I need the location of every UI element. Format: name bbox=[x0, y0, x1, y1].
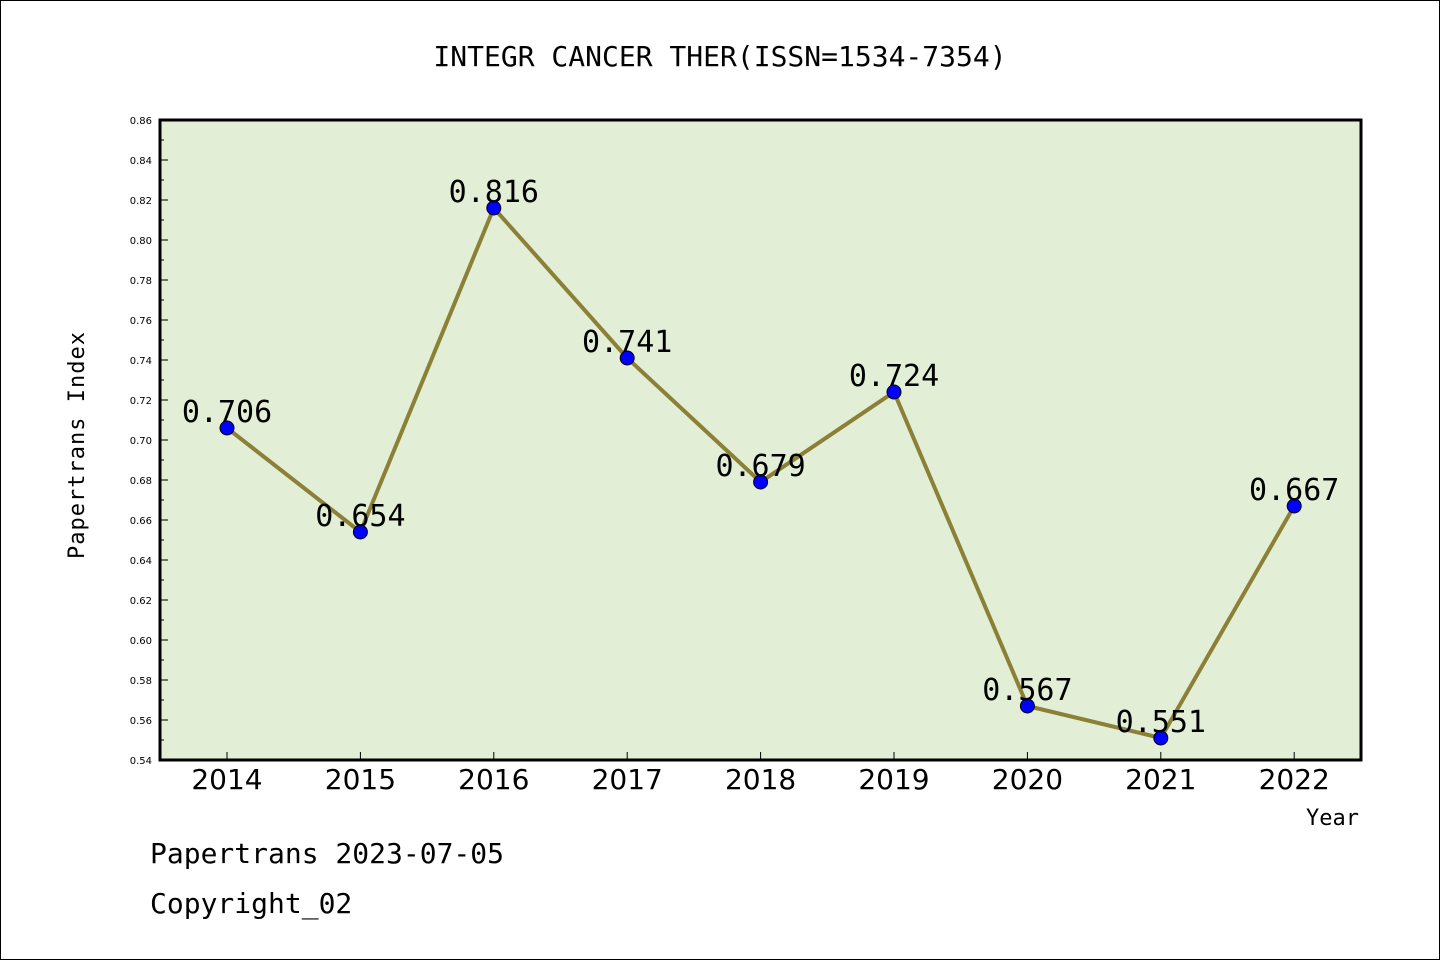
data-label: 0.679 bbox=[715, 449, 805, 484]
chart-title: INTEGR CANCER THER(ISSN=1534-7354) bbox=[433, 40, 1006, 73]
x-tick-label: 2018 bbox=[725, 763, 796, 796]
data-point bbox=[886, 384, 902, 400]
y-tick-label: 0.72 bbox=[130, 396, 152, 407]
x-tick-label: 2019 bbox=[858, 763, 929, 796]
x-tick-label: 2022 bbox=[1259, 763, 1330, 796]
data-label: 0.724 bbox=[849, 359, 939, 394]
data-point bbox=[1286, 498, 1302, 514]
data-point bbox=[219, 420, 235, 436]
x-tick-label: 2015 bbox=[325, 763, 396, 796]
data-point bbox=[1019, 698, 1035, 714]
data-point bbox=[1153, 730, 1169, 746]
series-line: 0.706 0.654 0.816 0.741 0.679 0.724 0.567 0.551… bbox=[182, 175, 1339, 746]
data-label: 0.654 bbox=[315, 499, 405, 534]
data-point bbox=[352, 524, 368, 540]
x-tick-label: 2016 bbox=[458, 763, 529, 796]
data-label: 0.706 bbox=[182, 395, 272, 430]
y-tick-label: 0.68 bbox=[130, 476, 152, 487]
footer-copyright: Copyright_02 bbox=[150, 887, 352, 921]
x-tick-label: 2014 bbox=[191, 763, 262, 796]
data-label: 0.667 bbox=[1249, 473, 1339, 508]
y-tick-label: 0.78 bbox=[130, 276, 152, 287]
footer-date: Papertrans 2023-07-05 bbox=[150, 837, 504, 870]
y-tick-label: 0.66 bbox=[130, 516, 152, 527]
data-label: 0.741 bbox=[582, 325, 672, 360]
x-tick-label: 2017 bbox=[592, 763, 663, 796]
y-tick-label: 0.54 bbox=[130, 756, 152, 767]
data-point bbox=[486, 200, 502, 216]
data-point bbox=[753, 474, 769, 490]
y-tick-label: 0.56 bbox=[130, 716, 152, 727]
y-tick-label: 0.82 bbox=[130, 196, 152, 207]
y-tick-label: 0.58 bbox=[130, 676, 152, 687]
y-tick-label: 0.80 bbox=[130, 236, 152, 247]
y-tick-label: 0.60 bbox=[130, 636, 152, 647]
x-tick-label: 2020 bbox=[992, 763, 1063, 796]
y-tick-label: 0.84 bbox=[130, 156, 152, 167]
y-axis-label: Papertrans Index bbox=[65, 331, 90, 559]
y-axis: 0.54 0.56 0.58 0.60 0.62 0.64 0.66 0.68 0.70 0.72… bbox=[130, 116, 168, 767]
x-axis-label: Year bbox=[1306, 806, 1359, 831]
x-tick-label: 2021 bbox=[1125, 763, 1196, 796]
data-label: 0.816 bbox=[449, 175, 539, 210]
data-label: 0.551 bbox=[1116, 705, 1206, 740]
data-label: 0.567 bbox=[982, 673, 1072, 708]
x-axis: 2014 2015 2016 2017 2018 2019 2020 2021 2022 bbox=[191, 752, 1330, 796]
y-tick-label: 0.62 bbox=[130, 596, 152, 607]
data-point bbox=[619, 350, 635, 366]
y-tick-label: 0.64 bbox=[130, 556, 152, 567]
y-tick-label: 0.86 bbox=[130, 116, 152, 127]
plot-area bbox=[158, 118, 1363, 762]
y-tick-label: 0.70 bbox=[130, 436, 152, 447]
y-tick-label: 0.74 bbox=[130, 356, 152, 367]
y-tick-label: 0.76 bbox=[130, 316, 152, 327]
